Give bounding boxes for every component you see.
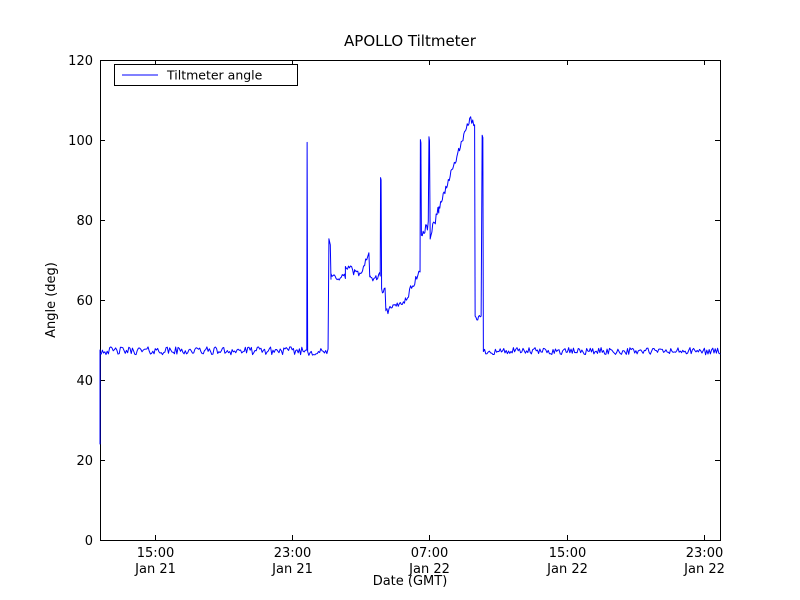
x-tick-label-date: Jan 22 <box>546 562 588 577</box>
x-tick-label-date: Jan 21 <box>271 562 313 577</box>
y-tick-label: 80 <box>76 214 93 229</box>
plot-border <box>100 60 721 541</box>
x-axis-label: Date (GMT) <box>373 574 448 589</box>
series-group <box>99 116 721 445</box>
x-tick-label-time: 15:00 <box>549 546 586 561</box>
legend-box <box>114 64 298 86</box>
x-tick-label-time: 15:00 <box>137 546 174 561</box>
x-tick-label-date: Jan 22 <box>683 562 725 577</box>
chart-title: APOLLO Tiltmeter <box>344 32 477 50</box>
tiltmeter-series-line <box>99 116 721 445</box>
y-tick-label: 100 <box>68 134 93 149</box>
x-tick-label-date: Jan 22 <box>408 562 450 577</box>
legend: Tiltmeter angle <box>114 64 298 86</box>
legend-label: Tiltmeter angle <box>166 68 263 83</box>
x-tick-label-time: 23:00 <box>274 546 311 561</box>
x-tick-label-time: 23:00 <box>686 546 723 561</box>
y-tick-label: 40 <box>76 374 93 389</box>
x-tick-label-time: 07:00 <box>411 546 448 561</box>
y-tick-label: 0 <box>85 534 93 549</box>
y-tick-label: 60 <box>76 294 93 309</box>
y-axis-label: Angle (deg) <box>44 262 59 338</box>
y-tick-label: 120 <box>68 54 93 69</box>
x-tick-label-date: Jan 21 <box>134 562 176 577</box>
y-tick-label: 20 <box>76 454 93 469</box>
